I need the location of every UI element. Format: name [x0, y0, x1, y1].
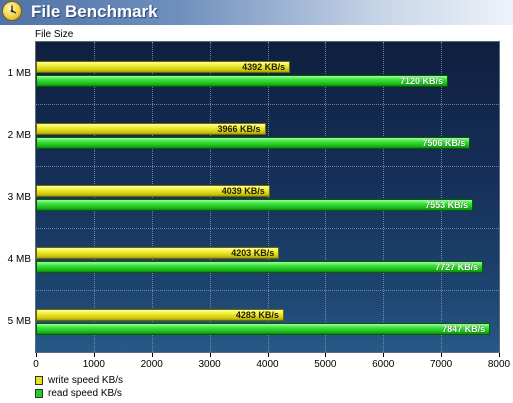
write-speed-bar: 4039 KB/s [36, 185, 270, 197]
data-label: 4203 KB/s [231, 248, 275, 258]
stopwatch-icon [2, 1, 22, 21]
x-tick-label: 7000 [430, 359, 453, 370]
data-label: 4283 KB/s [235, 310, 279, 320]
grid-line-vertical [151, 42, 153, 352]
legend-label: read speed KB/s [48, 388, 122, 399]
data-label: 7120 KB/s [400, 76, 444, 86]
data-label: 7553 KB/s [425, 200, 469, 210]
data-label: 7506 KB/s [422, 138, 466, 148]
x-tick-mark [441, 353, 442, 357]
category-label: 5 MB [7, 316, 31, 327]
write-speed-bar: 4283 KB/s [36, 309, 284, 321]
grid-line-vertical [267, 42, 269, 352]
read-speed-bar: 7553 KB/s [36, 199, 474, 211]
write-speed-bar: 3966 KB/s [36, 123, 266, 135]
read-speed-bar: 7120 KB/s [36, 75, 449, 87]
x-tick-label: 3000 [198, 359, 221, 370]
grid-line-horizontal [36, 290, 499, 291]
grid-line-vertical [441, 42, 443, 352]
x-tick-mark [325, 353, 326, 357]
title-bar: File Benchmark [0, 0, 513, 25]
data-label: 7727 KB/s [435, 262, 479, 272]
x-tick-mark [94, 353, 95, 357]
x-tick-label: 6000 [372, 359, 395, 370]
x-tick-label: 1000 [82, 359, 105, 370]
legend-swatch [35, 389, 43, 398]
chart-plot-area: 4392 KB/s 7120 KB/s 3966 KB/s 7506 KB/s 4039… [35, 41, 500, 353]
legend-label: write speed KB/s [48, 375, 124, 386]
grid-line-vertical [209, 42, 211, 352]
read-speed-bar: 7847 KB/s [36, 323, 491, 335]
grid-line-horizontal [36, 228, 499, 229]
x-tick-mark [268, 353, 269, 357]
category-label: 1 MB [7, 68, 31, 79]
x-tick-mark [383, 353, 384, 357]
grid-line-horizontal [36, 166, 499, 167]
grid-line-vertical [93, 42, 95, 352]
x-tick-label: 0 [33, 359, 39, 370]
read-speed-bar: 7506 KB/s [36, 137, 471, 149]
read-speed-bar: 7727 KB/s [36, 261, 484, 273]
x-tick-label: 2000 [140, 359, 163, 370]
write-speed-bar: 4392 KB/s [36, 61, 291, 73]
x-tick-label: 4000 [256, 359, 279, 370]
grid-line-vertical [325, 42, 327, 352]
grid-line-horizontal [36, 104, 499, 105]
y-axis-label: File Size [35, 29, 74, 40]
x-tick-mark [210, 353, 211, 357]
category-label: 3 MB [7, 192, 31, 203]
grid-line-vertical [383, 42, 385, 352]
data-label: 4039 KB/s [221, 186, 265, 196]
data-label: 4392 KB/s [242, 62, 286, 72]
x-tick-mark [36, 353, 37, 357]
category-label: 2 MB [7, 130, 31, 141]
x-tick-label: 5000 [314, 359, 337, 370]
x-tick-mark [152, 353, 153, 357]
data-label: 3966 KB/s [217, 124, 261, 134]
window-title: File Benchmark [31, 2, 158, 21]
category-label: 4 MB [7, 254, 31, 265]
x-tick-label: 8000 [487, 359, 511, 370]
write-speed-bar: 4203 KB/s [36, 247, 280, 259]
data-label: 7847 KB/s [442, 324, 486, 334]
legend-swatch [35, 376, 43, 385]
x-tick-mark [499, 353, 500, 357]
